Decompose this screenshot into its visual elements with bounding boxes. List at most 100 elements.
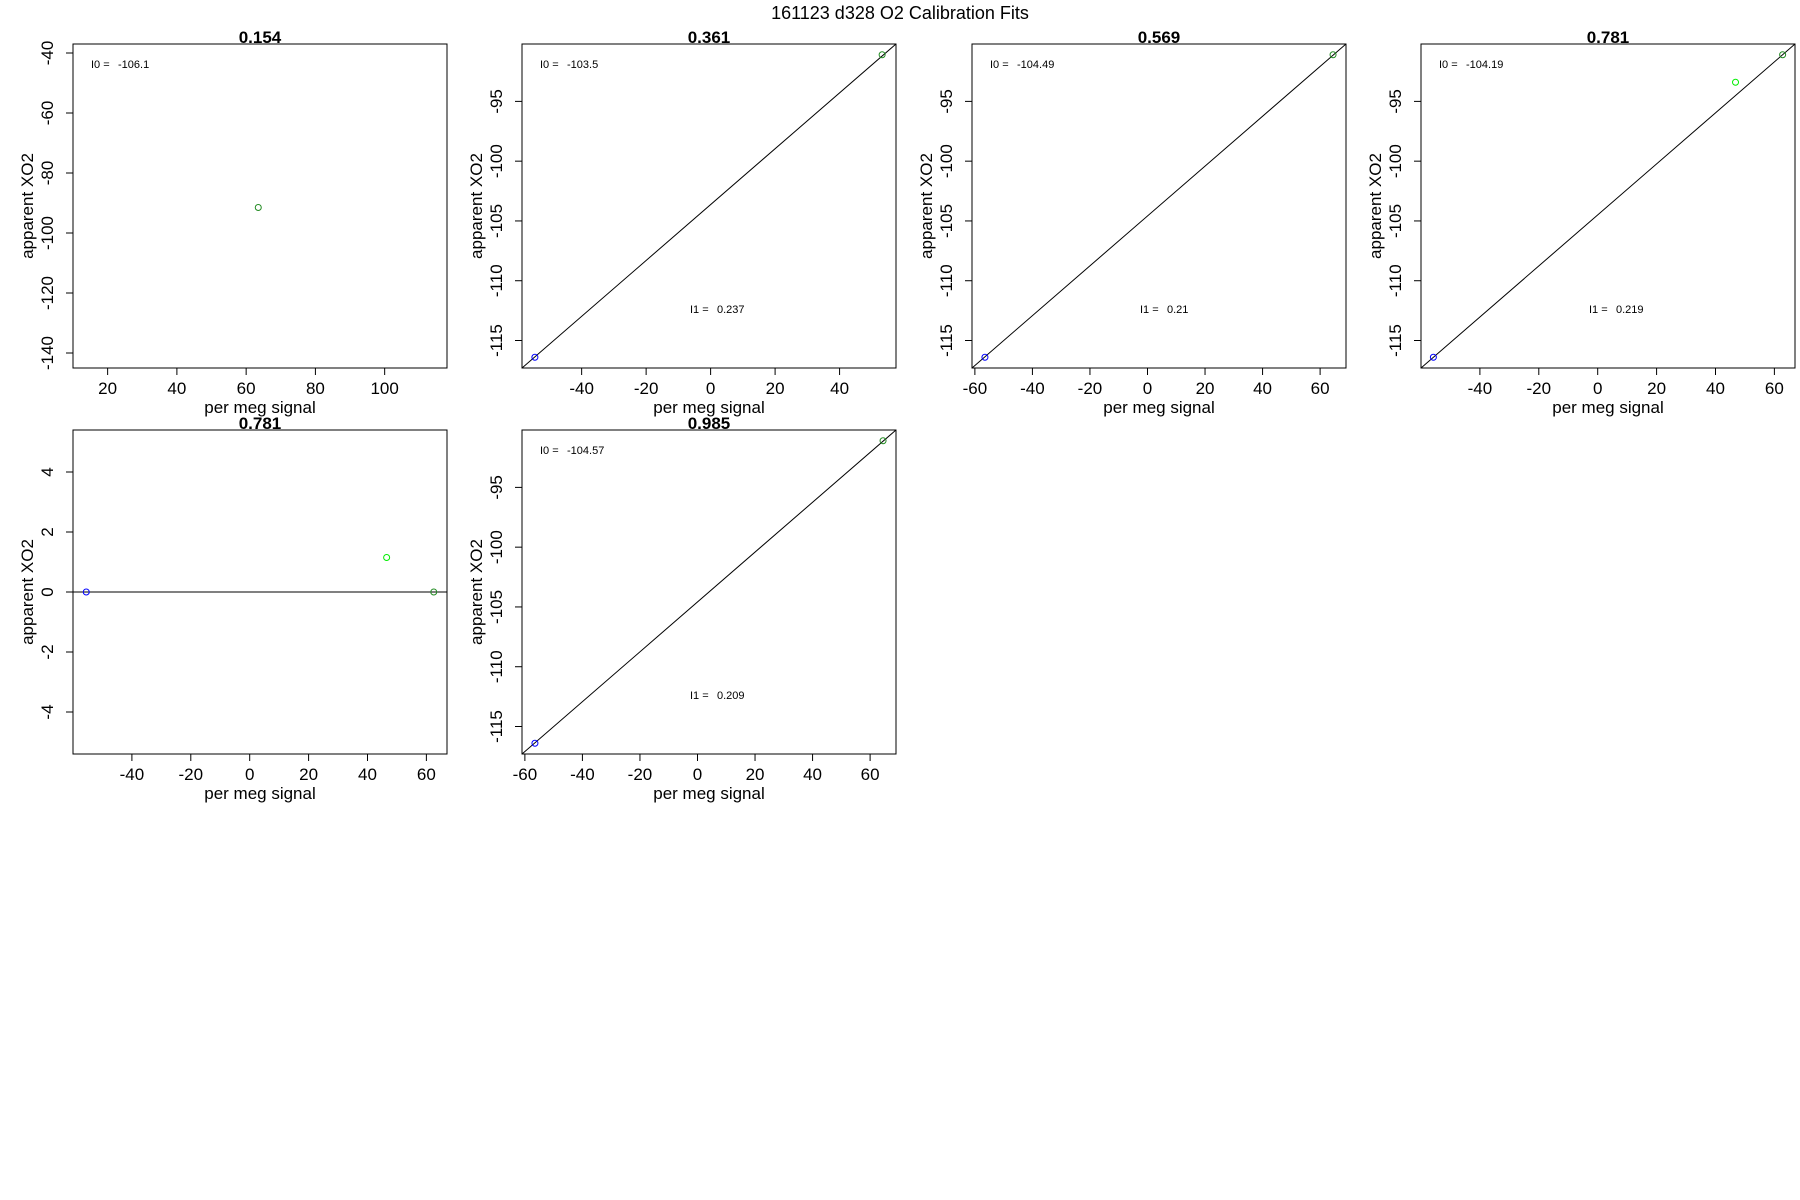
data-point	[383, 554, 391, 561]
annotation-label: I0 =	[540, 59, 559, 71]
annotation-value: -104.49	[1017, 59, 1054, 71]
data-point	[531, 739, 539, 747]
x-axis-label: per meg signal	[204, 398, 316, 417]
y-axis-label: apparent XO2	[18, 539, 37, 645]
data-point	[879, 437, 887, 445]
annotation-label: I0 =	[540, 445, 559, 457]
y-tick-label: -115	[487, 710, 506, 743]
x-tick-label: 40	[358, 765, 377, 784]
x-axis-label: per meg signal	[653, 784, 765, 803]
figure-title: 161123 d328 O2 Calibration Fits	[771, 3, 1029, 23]
data-point	[1779, 51, 1787, 59]
annotation-label: I1 =	[1589, 304, 1608, 316]
x-tick-label: -20	[1527, 379, 1552, 398]
y-tick-label: -40	[38, 41, 57, 66]
y-tick-label: -110	[937, 264, 956, 297]
plot-frame	[72, 43, 448, 369]
annotation-value: -103.5	[567, 59, 598, 71]
x-tick-label: -40	[570, 765, 595, 784]
plot-frame	[521, 43, 897, 369]
y-tick-label: 0	[38, 587, 57, 596]
panel-title: 0.781	[1587, 28, 1630, 47]
x-tick-label: 40	[167, 379, 186, 398]
data-point	[1329, 51, 1337, 59]
x-tick-label: 80	[306, 379, 325, 398]
y-tick-label: -2	[38, 644, 57, 659]
annotation-value: 0.237	[717, 304, 745, 316]
panel-title: 0.569	[1138, 28, 1181, 47]
y-tick-label: -115	[937, 324, 956, 357]
fit-line	[972, 44, 1346, 368]
x-tick-label: 40	[830, 379, 849, 398]
data-point	[1429, 353, 1437, 361]
x-tick-label: 20	[766, 379, 785, 398]
annotation-value: -104.57	[567, 445, 604, 457]
x-tick-label: 60	[237, 379, 256, 398]
x-axis-label: per meg signal	[204, 784, 316, 803]
y-tick-label: -120	[38, 276, 57, 310]
data-point	[254, 204, 262, 211]
y-axis-label: apparent XO2	[467, 153, 486, 259]
x-tick-label: 0	[1593, 379, 1602, 398]
y-tick-label: -105	[1386, 204, 1405, 238]
data-point	[878, 51, 886, 59]
panel-title: 0.985	[688, 414, 731, 433]
x-tick-label: 0	[693, 765, 702, 784]
x-tick-label: -40	[569, 379, 594, 398]
y-tick-label: -105	[487, 590, 506, 624]
x-tick-label: 0	[245, 765, 254, 784]
panel-2: 0.361 -40 -20 0 20 40 per meg signal -115 -110 -1…	[467, 28, 897, 417]
y-tick-label: -100	[487, 530, 506, 564]
y-tick-label: 4	[38, 467, 57, 476]
annotation-label: I0 =	[1439, 59, 1458, 71]
annotation-label: I1 =	[690, 304, 709, 316]
x-tick-label: 60	[1311, 379, 1330, 398]
annotation-value: -104.19	[1466, 59, 1503, 71]
data-point	[531, 353, 539, 361]
annotation-label: I0 =	[990, 59, 1009, 71]
annotation-value: 0.21	[1167, 304, 1188, 316]
x-tick-label: 60	[417, 765, 436, 784]
data-point	[981, 353, 989, 361]
y-tick-label: -115	[1386, 324, 1405, 357]
y-axis-label: apparent XO2	[1366, 153, 1385, 259]
panel-title: 0.781	[239, 414, 282, 433]
x-tick-label: -20	[628, 765, 653, 784]
y-tick-label: -80	[38, 161, 57, 186]
y-tick-label: -95	[487, 475, 506, 500]
y-tick-label: -95	[1386, 89, 1405, 114]
data-point	[82, 588, 90, 596]
x-tick-label: -40	[120, 765, 145, 784]
panel-3: 0.569 -60 -40 -20 0 20 40 60 per meg signal -115 -…	[917, 28, 1347, 417]
y-tick-label: -110	[1386, 264, 1405, 297]
data-point	[430, 588, 438, 596]
y-tick-label: -95	[937, 89, 956, 114]
annotation-label: I0 =	[91, 59, 110, 71]
x-axis-label: per meg signal	[653, 398, 765, 417]
annotation-value: -106.1	[118, 59, 149, 71]
y-tick-label: -4	[38, 704, 57, 719]
x-tick-label: 20	[1196, 379, 1215, 398]
x-tick-label: 20	[746, 765, 765, 784]
x-tick-label: -20	[179, 765, 204, 784]
y-tick-label: -110	[487, 650, 506, 683]
x-tick-label: 20	[299, 765, 318, 784]
fit-line	[522, 430, 896, 754]
plot-frame	[521, 429, 897, 755]
plot-frame	[971, 43, 1347, 369]
y-tick-label: -140	[38, 336, 57, 370]
y-tick-label: 2	[38, 527, 57, 536]
annotation-label: I1 =	[1140, 304, 1159, 316]
panel-4: 0.781 -40 -20 0 20 40 60 per meg signal -115 -110…	[1366, 28, 1796, 417]
fit-line	[1421, 44, 1795, 368]
y-axis-label: apparent XO2	[467, 539, 486, 645]
x-axis-label: per meg signal	[1552, 398, 1664, 417]
y-tick-label: -110	[487, 264, 506, 297]
x-tick-label: 20	[98, 379, 117, 398]
panel-1: 0.154 20 40 60 80 100 per meg signal -140 -120 -1…	[18, 28, 448, 417]
annotation-value: 0.209	[717, 690, 745, 702]
y-axis-label: apparent XO2	[18, 153, 37, 259]
x-tick-label: 0	[706, 379, 715, 398]
